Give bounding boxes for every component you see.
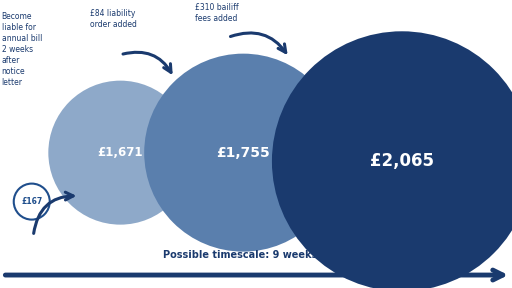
Text: £167: £167 [21,197,42,206]
Text: £1,671: £1,671 [98,146,143,159]
Text: Possible timescale: 9 weeks after missing first payment: Possible timescale: 9 weeks after missin… [163,250,472,260]
Circle shape [144,54,342,252]
Circle shape [14,184,50,219]
Text: £1,755: £1,755 [217,146,270,160]
Text: £2,065: £2,065 [370,152,434,170]
Text: £310 bailiff
fees added: £310 bailiff fees added [195,3,238,23]
Text: Become
liable for
annual bill
2 weeks
after
notice
letter: Become liable for annual bill 2 weeks af… [2,12,42,87]
Circle shape [272,31,512,288]
Text: £84 liability
order added: £84 liability order added [90,9,137,29]
Circle shape [48,81,193,225]
